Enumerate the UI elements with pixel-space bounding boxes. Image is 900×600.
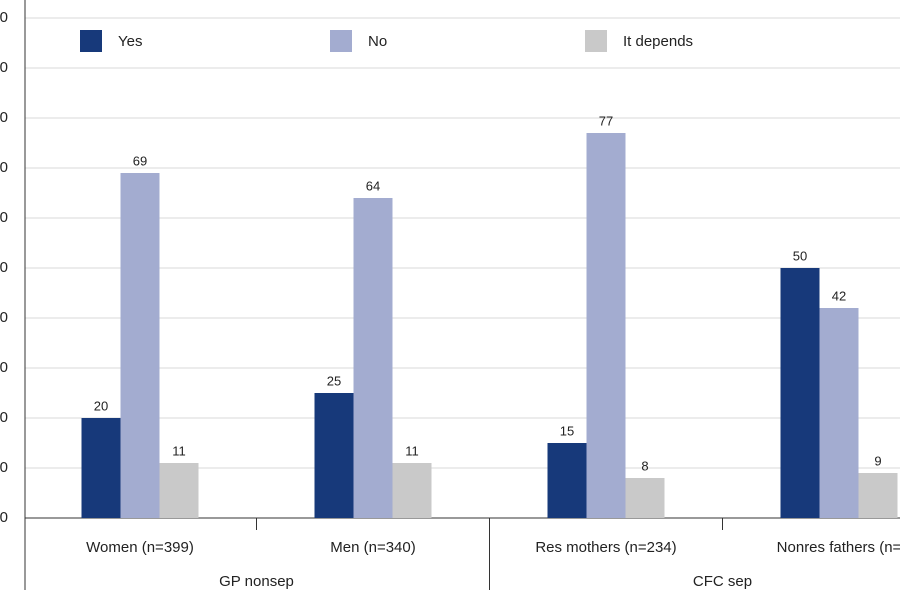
x-tick-label: Nonres fathers (n= — [777, 539, 900, 556]
y-tick-label: 10 — [0, 459, 8, 476]
bar — [314, 393, 354, 518]
value-label: 42 — [832, 288, 846, 303]
x-tick-label: Res mothers (n=234) — [535, 539, 676, 556]
legend-label: It depends — [623, 33, 693, 50]
value-label: 11 — [172, 443, 186, 458]
y-tick-label: 0 — [0, 509, 8, 526]
value-label: 15 — [560, 423, 574, 438]
value-label: 25 — [327, 373, 341, 388]
y-tick-label: 100 — [0, 9, 8, 26]
bar — [392, 463, 432, 518]
y-tick-label: 80 — [0, 109, 8, 126]
x-tick-label: Men (n=340) — [330, 539, 415, 556]
value-label: 50 — [793, 248, 807, 263]
bar — [353, 198, 393, 518]
legend-swatch — [80, 30, 102, 52]
group-label: CFC sep — [693, 573, 752, 590]
bar — [159, 463, 199, 518]
bar — [120, 173, 160, 518]
value-label: 11 — [405, 443, 419, 458]
value-label: 9 — [874, 453, 881, 468]
y-tick-label: 70 — [0, 159, 8, 176]
legend-label: Yes — [118, 33, 142, 50]
group-label: GP nonsep — [219, 573, 294, 590]
value-label: 64 — [366, 178, 380, 193]
y-tick-label: 90 — [0, 59, 8, 76]
bar — [586, 133, 626, 518]
value-label: 20 — [94, 398, 108, 413]
legend-label: No — [368, 33, 387, 50]
legend-swatch — [585, 30, 607, 52]
value-label: 8 — [641, 458, 648, 473]
y-tick-label: 40 — [0, 309, 8, 326]
bar — [547, 443, 587, 518]
value-label: 69 — [133, 153, 147, 168]
bar — [625, 478, 665, 518]
bar — [780, 268, 820, 518]
bar — [81, 418, 121, 518]
legend-swatch — [330, 30, 352, 52]
y-tick-label: 60 — [0, 209, 8, 226]
x-tick-label: Women (n=399) — [86, 539, 194, 556]
bar — [819, 308, 859, 518]
y-tick-label: 20 — [0, 409, 8, 426]
value-label: 77 — [599, 113, 613, 128]
y-tick-label: 30 — [0, 359, 8, 376]
y-tick-label: 50 — [0, 259, 8, 276]
bar — [858, 473, 898, 518]
